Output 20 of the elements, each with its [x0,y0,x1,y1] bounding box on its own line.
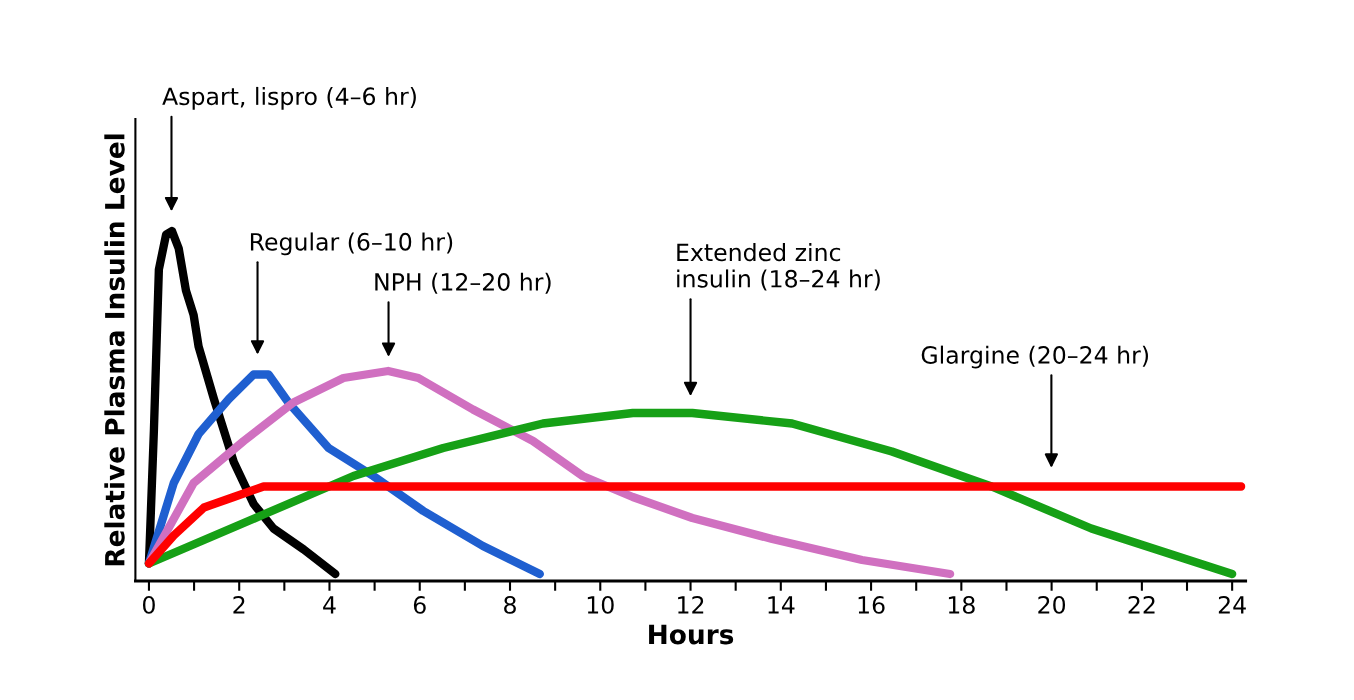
x-tick-label: 24 [1218,596,1246,614]
x-tick-label: 4 [323,596,336,614]
x-tick-label: 22 [1128,596,1155,614]
text: Aspart, lispro (4–6 hr) [162,86,416,110]
y-axis-title: Relative Plasma Insulin Level [104,134,125,566]
annotation: NPH (12–20 hr) [375,272,551,294]
x-axis-title: Hours [649,624,734,645]
annotation: Glargine (20–24 hr) [921,345,1148,369]
x-tick-label: 18 [948,596,975,614]
x-tick-label: 14 [768,596,795,614]
x-tick-label: 20 [1038,596,1066,614]
x-tick-label: 16 [858,596,885,614]
x-tick-label: 12 [678,596,704,614]
annotation: Regular (6–10 hr) [250,232,453,256]
annotation: Extended zinc insulin (18–24 hr) [677,242,880,291]
x-tick-label: 2 [233,596,245,614]
x-tick-label: 0 [142,596,155,614]
x-tick-label: 6 [413,596,426,614]
x-tick-label: 10 [587,596,614,614]
x-tick-label: 8 [504,596,516,614]
